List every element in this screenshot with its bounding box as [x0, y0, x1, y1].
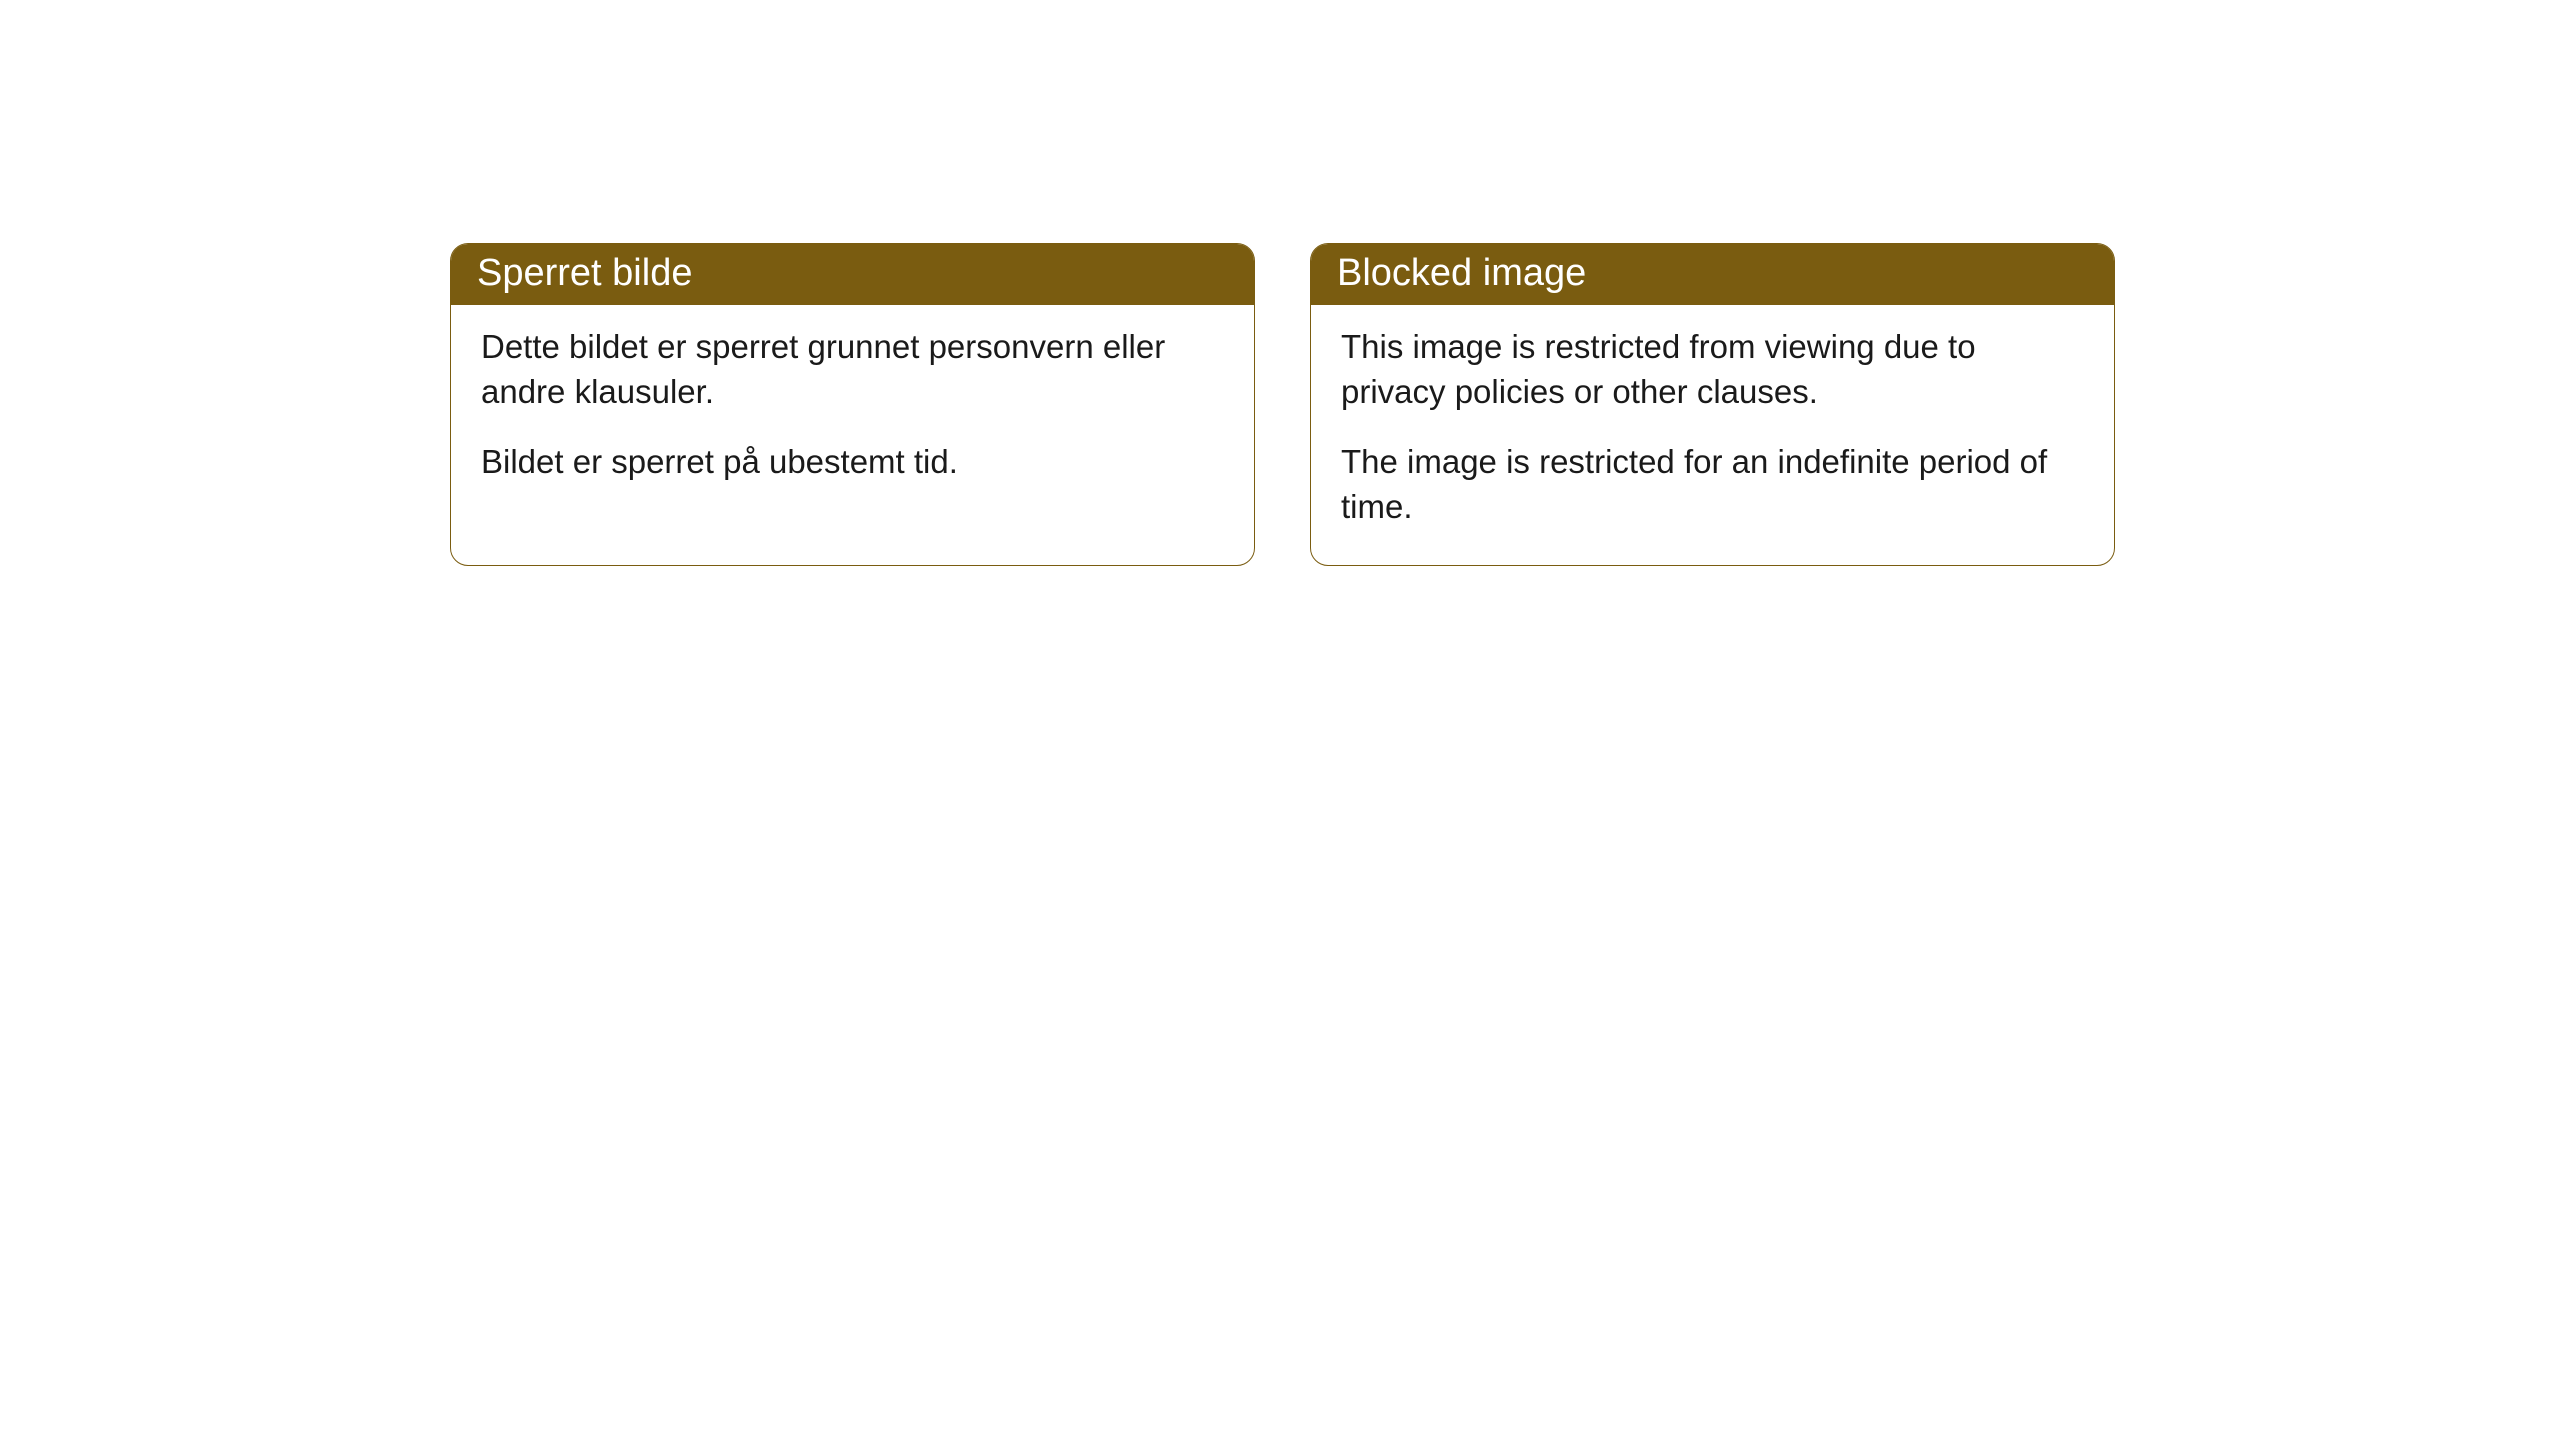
card-body: This image is restricted from viewing du…	[1311, 305, 2114, 565]
blocked-image-card-english: Blocked image This image is restricted f…	[1310, 243, 2115, 566]
card-header: Blocked image	[1311, 244, 2114, 305]
card-paragraph: Dette bildet er sperret grunnet personve…	[481, 325, 1224, 414]
blocked-image-card-norwegian: Sperret bilde Dette bildet er sperret gr…	[450, 243, 1255, 566]
card-paragraph: The image is restricted for an indefinit…	[1341, 440, 2084, 529]
notice-cards-container: Sperret bilde Dette bildet er sperret gr…	[450, 243, 2115, 566]
card-body: Dette bildet er sperret grunnet personve…	[451, 305, 1254, 521]
card-paragraph: Bildet er sperret på ubestemt tid.	[481, 440, 1224, 485]
card-header: Sperret bilde	[451, 244, 1254, 305]
card-paragraph: This image is restricted from viewing du…	[1341, 325, 2084, 414]
card-title: Blocked image	[1337, 252, 1586, 294]
card-title: Sperret bilde	[477, 252, 692, 294]
